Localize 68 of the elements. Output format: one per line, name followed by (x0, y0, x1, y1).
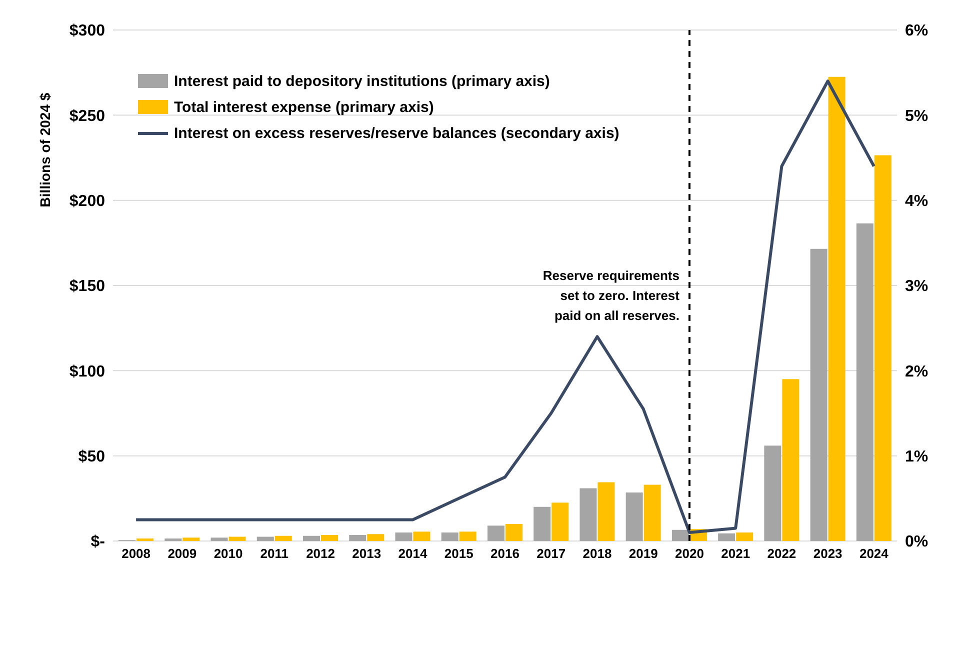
y2-tick-label: 6% (905, 22, 928, 40)
legend-label: Interest on excess reserves/reserve balances (secondary axis) (174, 124, 620, 142)
x-tick-label: 2022 (767, 546, 796, 562)
bar (505, 524, 522, 541)
bar (534, 506, 551, 541)
bar (782, 379, 800, 541)
y2-tick-label: 0% (905, 534, 928, 551)
x-tick-label: 2012 (306, 546, 335, 562)
bar (367, 534, 384, 541)
y-tick-label: $50 (78, 448, 106, 466)
y2-tick-label: 4% (905, 193, 928, 210)
bar (303, 536, 320, 541)
bar (321, 535, 338, 541)
legend-label: Interest paid to depository institutions (primary axis) (174, 72, 550, 90)
x-tick-label: 2016 (490, 546, 520, 562)
bar (874, 155, 892, 541)
bar (828, 76, 846, 541)
y-tick-label: $- (90, 534, 105, 551)
bar (256, 536, 274, 541)
y-tick-label: $200 (69, 193, 106, 210)
x-tick-label: 2013 (352, 546, 382, 562)
bar (349, 535, 366, 541)
x-tick-label: 2019 (628, 546, 658, 562)
bar (395, 532, 412, 541)
y2-tick-label: 3% (905, 278, 928, 296)
x-tick-label: 2008 (122, 546, 151, 562)
x-tick-label: 2024 (859, 546, 890, 562)
y-tick-label: $100 (69, 363, 106, 380)
bar (718, 533, 736, 541)
bar (626, 492, 643, 541)
bar (210, 538, 228, 541)
y2-tick-label: 5% (905, 108, 928, 125)
bar (736, 532, 754, 541)
bar (441, 532, 458, 541)
x-tick-label: 2023 (813, 546, 842, 562)
x-tick-label: 2009 (168, 546, 197, 562)
bar (764, 446, 782, 541)
bar (274, 536, 292, 541)
x-tick-label: 2015 (444, 546, 474, 562)
bar (136, 538, 154, 541)
bar (459, 532, 476, 541)
y-axis-title: Billions of 2024 $ (36, 92, 53, 208)
bar (644, 484, 661, 541)
bar (672, 530, 689, 541)
x-tick-label: 2011 (260, 546, 289, 562)
bar (228, 536, 246, 541)
y2-tick-label: 1% (905, 448, 928, 466)
bar (164, 538, 182, 541)
x-tick-label: 2017 (536, 546, 566, 562)
y2-tick-label: 2% (905, 363, 928, 380)
bar (856, 223, 874, 541)
ref-line-label: Reserve requirements set to zero. Interest paid on all reserves. (542, 268, 680, 323)
bar (487, 526, 504, 541)
bar (810, 248, 828, 541)
bar (580, 488, 597, 541)
bar (182, 538, 200, 541)
y-tick-label: $150 (69, 278, 106, 296)
x-tick-label: 2014 (398, 546, 428, 562)
bar (413, 532, 430, 541)
y-tick-label: $300 (69, 22, 106, 40)
bar (552, 502, 569, 541)
x-tick-label: 2020 (675, 546, 704, 562)
bar (598, 482, 615, 541)
x-tick-label: 2021 (721, 546, 750, 562)
legend-label: Total interest expense (primary axis) (174, 98, 434, 116)
x-tick-label: 2018 (582, 546, 612, 562)
y-tick-label: $250 (69, 108, 106, 125)
x-tick-label: 2010 (214, 546, 243, 562)
